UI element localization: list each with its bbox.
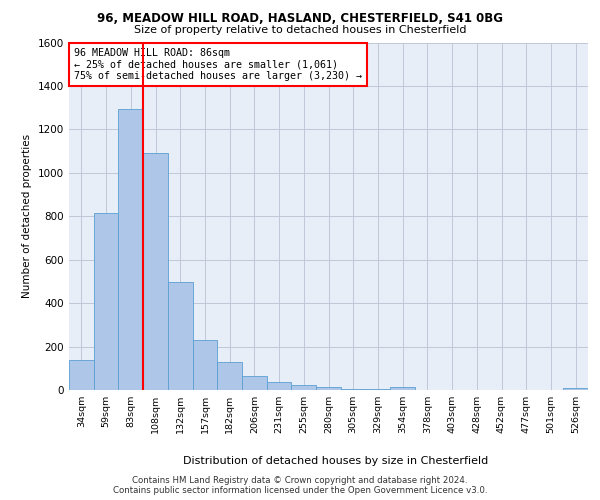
Text: Distribution of detached houses by size in Chesterfield: Distribution of detached houses by size … xyxy=(184,456,488,466)
Bar xyxy=(316,386,341,390)
Bar xyxy=(341,389,365,390)
Text: Contains public sector information licensed under the Open Government Licence v3: Contains public sector information licen… xyxy=(113,486,487,495)
Text: Size of property relative to detached houses in Chesterfield: Size of property relative to detached ho… xyxy=(134,25,466,35)
Bar xyxy=(69,360,94,390)
Bar xyxy=(563,388,588,390)
Bar xyxy=(193,340,217,390)
Bar xyxy=(242,376,267,390)
Text: Contains HM Land Registry data © Crown copyright and database right 2024.: Contains HM Land Registry data © Crown c… xyxy=(132,476,468,485)
Text: 96 MEADOW HILL ROAD: 86sqm
← 25% of detached houses are smaller (1,061)
75% of s: 96 MEADOW HILL ROAD: 86sqm ← 25% of deta… xyxy=(74,48,362,81)
Bar xyxy=(94,213,118,390)
Bar xyxy=(143,154,168,390)
Bar xyxy=(118,108,143,390)
Bar xyxy=(267,382,292,390)
Bar xyxy=(292,384,316,390)
Text: 96, MEADOW HILL ROAD, HASLAND, CHESTERFIELD, S41 0BG: 96, MEADOW HILL ROAD, HASLAND, CHESTERFI… xyxy=(97,12,503,26)
Bar xyxy=(390,386,415,390)
Bar xyxy=(217,362,242,390)
Bar xyxy=(168,282,193,390)
Y-axis label: Number of detached properties: Number of detached properties xyxy=(22,134,32,298)
